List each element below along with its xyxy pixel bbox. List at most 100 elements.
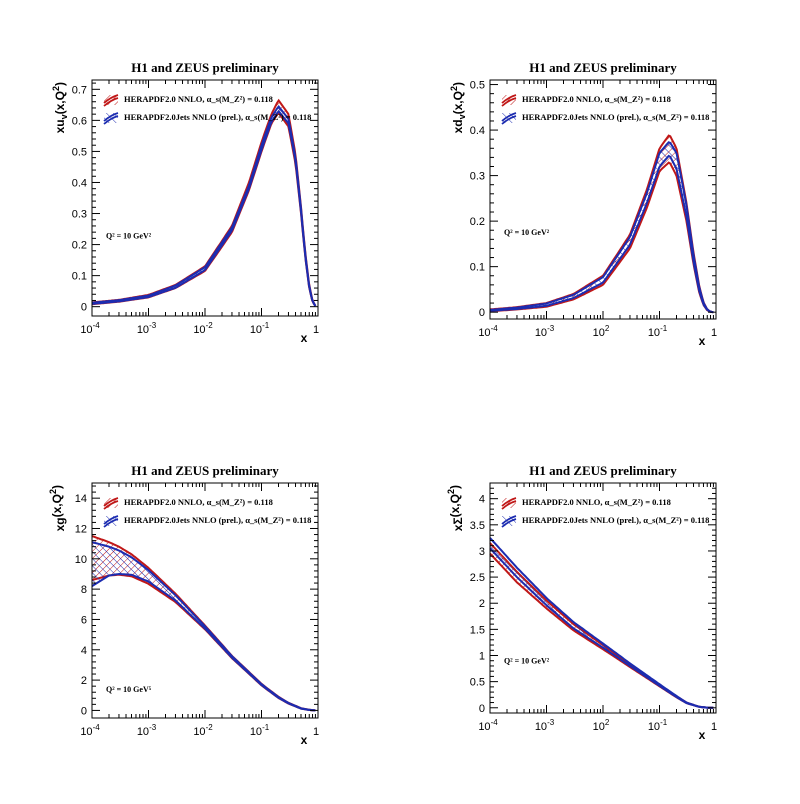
legend-label-red: HERAPDF2.0 NNLO, α_s(M_Z²) = 0.118: [522, 94, 671, 104]
chart-sigma: H1 and ZEUS preliminary 0 0.5 1 1.5 2 2.5 3 3.5 4…: [446, 463, 717, 742]
x-axis-label: x: [301, 733, 308, 747]
legend-label-blue: HERAPDF2.0Jets NNLO (prel.), α_s(M_Z²) =…: [124, 515, 311, 525]
y-label-part: (x,Q: [448, 494, 462, 517]
x-tick-exponent: -4: [93, 723, 101, 732]
series-blue-upper-3: [489, 537, 714, 709]
x-tick-exponent: -4: [491, 324, 499, 333]
x-tick-exponent: -3: [149, 321, 157, 330]
x-tick-label: 10-4: [478, 324, 498, 339]
x-tick-base: 10: [250, 324, 262, 336]
y-axis-label: xdv(x,Q2): [449, 82, 467, 133]
y-label-part: xd: [451, 119, 465, 133]
x-tick-base: 10: [593, 327, 605, 339]
legend-line-blue: [103, 112, 119, 122]
x-tick-label: 1: [711, 327, 717, 339]
legend-line-red: [501, 500, 517, 510]
x-tick-base: 10: [80, 324, 92, 336]
y-tick-label: 0.2: [470, 216, 485, 228]
x-tick-exponent: -1: [262, 321, 270, 330]
legend-line-red: [103, 97, 119, 107]
x-tick-exponent: -2: [206, 723, 214, 732]
x-tick-label: 10-2: [193, 723, 213, 738]
legend-line-blue: [501, 515, 517, 525]
x-tick-label: 10-4: [80, 723, 100, 738]
y-axis-label: xg(x,Q2): [48, 485, 67, 531]
y-label-part: 2: [48, 489, 58, 494]
y-tick-label: 0: [479, 703, 485, 715]
series-blue-lower-0: [91, 109, 317, 307]
y-tick-label: 0.2: [72, 240, 87, 252]
y-tick-label: 0: [81, 302, 87, 314]
x-tick-base: 10: [250, 726, 262, 738]
legend-line-blue: [103, 115, 119, 125]
x-tick-exponent: -4: [93, 321, 101, 330]
legend-label-red: HERAPDF2.0 NNLO, α_s(M_Z²) = 0.118: [522, 497, 671, 507]
x-tick-base: 10: [535, 721, 547, 733]
x-tick-label: 10-1: [648, 324, 668, 339]
series-blue-upper-1: [489, 141, 714, 314]
x-tick-base: 10: [193, 726, 205, 738]
x-tick-label: 10-1: [648, 718, 668, 733]
y-tick-label: 4: [81, 645, 87, 657]
x-tick-base: 10: [478, 327, 490, 339]
y-tick-label: 8: [81, 584, 87, 596]
y-tick-label: 3.5: [470, 520, 485, 532]
x-tick-exponent: -1: [660, 718, 668, 727]
chart-title: H1 and ZEUS preliminary: [529, 463, 677, 478]
x-tick-label: 1: [313, 324, 319, 336]
chart-title: H1 and ZEUS preliminary: [529, 60, 677, 75]
y-tick-label: 0.6: [72, 115, 87, 127]
legend-line-blue: [501, 518, 517, 528]
y-label-part: ): [53, 82, 67, 86]
chart-uv: H1 and ZEUS preliminary 0 0.1 0.2 0.3 0.4 0.5 0…: [51, 60, 319, 345]
y-tick-label: 14: [75, 493, 87, 505]
y-tick-label: 0.3: [470, 171, 485, 183]
x-tick-base: 1: [313, 726, 319, 738]
series-blue-lower-1: [489, 154, 714, 314]
y-tick-label: 12: [75, 523, 87, 535]
x-tick-label: 102: [593, 718, 610, 733]
y-label-part: xu: [53, 119, 67, 133]
x-tick-base: 10: [137, 726, 149, 738]
y-tick-label: 4: [479, 494, 485, 506]
x-tick-label: 10-1: [250, 723, 270, 738]
band-red-0: [92, 100, 316, 307]
x-tick-label: 10-4: [80, 321, 100, 336]
y-tick-label: 2: [479, 598, 485, 610]
chart-title: H1 and ZEUS preliminary: [131, 463, 279, 478]
y-tick-label: 0.7: [72, 84, 87, 96]
legend-line-red: [103, 94, 119, 104]
legend-label-blue: HERAPDF2.0Jets NNLO (prel.), α_s(M_Z²) =…: [124, 112, 311, 122]
y-label-part: (x,Q: [50, 494, 64, 517]
y-tick-label: 0.1: [470, 262, 485, 274]
x-tick-label: 10-1: [250, 321, 270, 336]
y-axis-label: xΣ(x,Q2): [446, 485, 465, 531]
y-label-part: xΣ: [451, 517, 465, 531]
x-tick-exponent: -3: [547, 324, 555, 333]
x-tick-exponent: -4: [491, 718, 499, 727]
q2-annotation: Q² = 10 GeV²: [106, 231, 152, 240]
y-tick-label: 0.5: [470, 80, 485, 92]
x-tick-base: 1: [711, 327, 717, 339]
band-blue-3: [490, 537, 714, 708]
x-axis-label: x: [699, 728, 706, 742]
legend-label-blue: HERAPDF2.0Jets NNLO (prel.), α_s(M_Z²) =…: [522, 515, 709, 525]
x-tick-base: 10: [478, 721, 490, 733]
x-tick-label: 1: [313, 726, 319, 738]
x-tick-base: 10: [648, 721, 660, 733]
chart-dv: H1 and ZEUS preliminary 0 0.1 0.2 0.3 0.4 0.5 1…: [449, 60, 717, 348]
y-tick-label: 0.1: [72, 271, 87, 283]
chart-title: H1 and ZEUS preliminary: [131, 60, 279, 75]
legend-line-blue: [501, 112, 517, 122]
series-blue-upper-0: [91, 105, 317, 307]
y-label-part: ): [451, 82, 465, 86]
x-axis-label: x: [699, 334, 706, 348]
x-tick-base: 1: [711, 721, 717, 733]
y-tick-label: 0.5: [470, 677, 485, 689]
y-label-part: v: [457, 114, 467, 119]
legend-line-red: [103, 497, 119, 507]
x-tick-label: 10-3: [137, 321, 157, 336]
series-red-upper-3: [489, 542, 714, 709]
